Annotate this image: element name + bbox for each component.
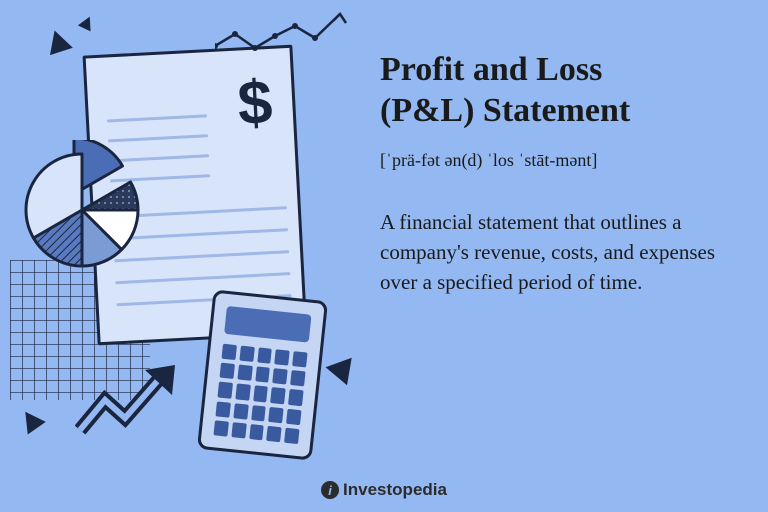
- doc-line: [107, 114, 207, 122]
- triangle-decoration: [16, 405, 45, 434]
- brand-footer: i Investopedia: [321, 480, 447, 500]
- triangle-decoration: [326, 349, 363, 385]
- pie-chart-icon: [12, 140, 152, 280]
- infographic-card: $: [0, 0, 768, 512]
- illustration-panel: $: [0, 0, 370, 512]
- zigzag-arrow-icon: [75, 360, 205, 440]
- calculator-keys: [213, 344, 307, 444]
- title-line-2: (P&L) Statement: [380, 92, 630, 129]
- brand-logo-icon: i: [321, 481, 339, 499]
- triangle-decoration: [78, 14, 96, 32]
- text-panel: Profit and Loss (P&L) Statement [ˈprä-fə…: [370, 0, 768, 512]
- pronunciation-text: [ˈprä-fət ən(d) ˈlos ˈstāt-mənt]: [380, 150, 738, 171]
- title-line-1: Profit and Loss: [380, 51, 602, 88]
- dollar-icon: $: [236, 67, 274, 140]
- term-title: Profit and Loss (P&L) Statement: [380, 50, 738, 132]
- calculator-icon: [197, 289, 328, 460]
- line-chart-icon: [215, 12, 350, 57]
- triangle-decoration: [43, 27, 73, 55]
- calculator-screen: [224, 306, 311, 343]
- definition-text: A financial statement that outlines a co…: [380, 207, 738, 298]
- brand-name: Investopedia: [343, 480, 447, 500]
